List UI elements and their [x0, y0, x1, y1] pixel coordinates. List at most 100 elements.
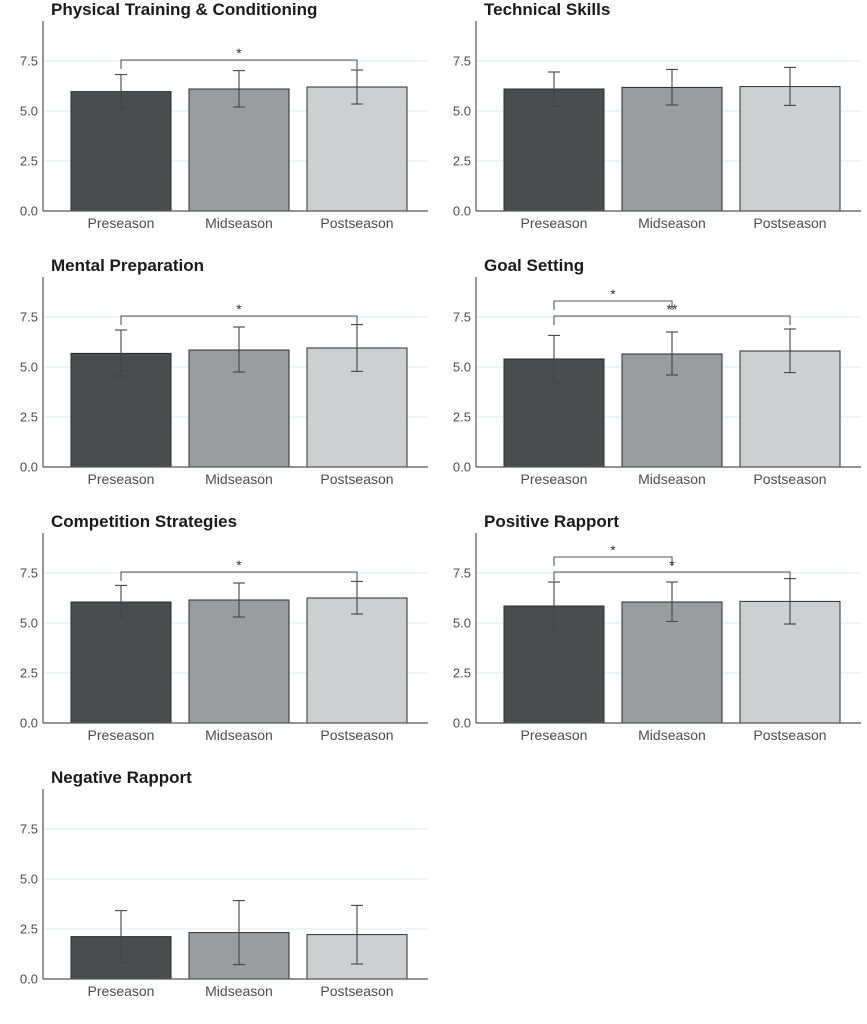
- bar-midseason: [188, 88, 290, 212]
- x-tick-label: Midseason: [638, 215, 706, 231]
- chart-title: Physical Training & Conditioning: [51, 0, 317, 19]
- error-bar: [666, 68, 678, 106]
- x-tick-label: Midseason: [205, 471, 273, 487]
- y-tick-label: 0.0: [453, 204, 471, 219]
- x-tick-label: Preseason: [88, 471, 155, 487]
- significance-label: *: [669, 557, 675, 573]
- error-bar: [115, 910, 127, 964]
- x-tick-label: Postseason: [320, 471, 393, 487]
- chart-title: Positive Rapport: [484, 512, 619, 531]
- significance-bracket: *: [120, 301, 358, 325]
- y-tick-label: 7.5: [453, 566, 471, 581]
- y-tick-label: 5.0: [453, 104, 471, 119]
- x-tick-label: Preseason: [88, 215, 155, 231]
- error-bar: [548, 581, 560, 631]
- y-tick-label: 7.5: [453, 54, 471, 69]
- error-bar: [666, 331, 678, 376]
- x-tick-label: Midseason: [638, 727, 706, 743]
- error-bar: [233, 582, 245, 618]
- y-tick-label: 5.0: [20, 360, 38, 375]
- x-tick-label: Postseason: [753, 215, 826, 231]
- y-tick-label: 2.5: [20, 154, 38, 169]
- error-bar: [233, 326, 245, 373]
- significance-bracket: *: [553, 557, 791, 581]
- chart-title: Negative Rapport: [51, 768, 192, 787]
- bar-preseason: [70, 601, 172, 724]
- y-tick-label: 0.0: [453, 460, 471, 475]
- significance-bracket: **: [553, 301, 791, 325]
- x-tick-label: Preseason: [521, 471, 588, 487]
- y-tick-label: 2.5: [20, 922, 38, 937]
- y-tick-label: 2.5: [20, 666, 38, 681]
- error-bar: [233, 900, 245, 966]
- x-tick-label: Preseason: [521, 215, 588, 231]
- x-tick-label: Preseason: [521, 727, 588, 743]
- bar-preseason: [503, 88, 605, 212]
- significance-bracket: *: [120, 557, 358, 581]
- bar-preseason: [70, 91, 172, 212]
- y-tick-label: 5.0: [453, 360, 471, 375]
- chart-title: Goal Setting: [484, 256, 584, 275]
- chart-title: Competition Strategies: [51, 512, 237, 531]
- error-bar: [351, 904, 363, 965]
- error-bar: [233, 70, 245, 108]
- y-tick-label: 7.5: [20, 822, 38, 837]
- x-tick-label: Postseason: [753, 471, 826, 487]
- bar-midseason: [188, 599, 290, 724]
- chart-panel: Goal Setting 0.0 2.5 5.0 7.5 Preseason Midseas…: [453, 256, 861, 487]
- significance-label: *: [236, 45, 242, 61]
- y-tick-label: 5.0: [20, 616, 38, 631]
- y-tick-label: 2.5: [453, 154, 471, 169]
- y-tick-label: 0.0: [20, 204, 38, 219]
- bar-postseason: [306, 86, 408, 212]
- y-tick-label: 0.0: [20, 460, 38, 475]
- y-tick-label: 0.0: [20, 716, 38, 731]
- significance-label: *: [236, 557, 242, 573]
- y-tick-label: 5.0: [453, 616, 471, 631]
- y-tick-label: 2.5: [453, 410, 471, 425]
- y-tick-label: 2.5: [453, 666, 471, 681]
- y-tick-label: 5.0: [20, 872, 38, 887]
- bar-postseason: [306, 597, 408, 724]
- y-tick-label: 0.0: [20, 972, 38, 987]
- y-tick-label: 7.5: [20, 310, 38, 325]
- y-tick-label: 7.5: [453, 310, 471, 325]
- error-bar: [666, 581, 678, 622]
- x-tick-label: Postseason: [320, 215, 393, 231]
- x-tick-label: Postseason: [320, 983, 393, 999]
- error-bar: [351, 580, 363, 615]
- x-tick-label: Midseason: [205, 983, 273, 999]
- significance-bracket: *: [553, 286, 673, 310]
- x-tick-label: Preseason: [88, 727, 155, 743]
- chart-title: Mental Preparation: [51, 256, 204, 275]
- chart-panel: Competition Strategies 0.0 2.5 5.0 7.5 Presea…: [20, 512, 428, 743]
- error-bar: [351, 69, 363, 105]
- error-bar: [115, 584, 127, 619]
- x-tick-label: Postseason: [320, 727, 393, 743]
- significance-label: *: [610, 286, 616, 302]
- chart-panel: Negative Rapport 0.0 2.5 5.0 7.5 Preseason Mid…: [20, 768, 428, 999]
- significance-bracket: *: [553, 542, 673, 566]
- chart-title: Technical Skills: [484, 0, 610, 19]
- x-tick-label: Preseason: [88, 983, 155, 999]
- x-tick-label: Midseason: [638, 471, 706, 487]
- error-bar: [548, 334, 560, 384]
- chart-panel: Technical Skills 0.0 2.5 5.0 7.5 Preseason Mid…: [453, 0, 861, 231]
- chart-panel: Mental Preparation 0.0 2.5 5.0 7.5 Preseason M…: [20, 256, 428, 487]
- error-bar: [548, 71, 560, 107]
- chart-panel: Physical Training & Conditioning 0.0 2.5 5.…: [20, 0, 428, 231]
- bar-postseason: [739, 86, 841, 212]
- bar-midseason: [621, 601, 723, 724]
- x-tick-label: Postseason: [753, 727, 826, 743]
- error-bar: [115, 74, 127, 110]
- error-bar: [784, 66, 796, 106]
- chart-panel: Positive Rapport 0.0 2.5 5.0 7.5 Preseason Mid…: [453, 512, 861, 743]
- y-tick-label: 5.0: [20, 104, 38, 119]
- bar-midseason: [621, 86, 723, 212]
- y-tick-label: 7.5: [20, 54, 38, 69]
- error-bar: [784, 328, 796, 374]
- x-tick-label: Midseason: [205, 727, 273, 743]
- significance-bracket: *: [120, 45, 358, 69]
- significance-label: **: [667, 301, 678, 317]
